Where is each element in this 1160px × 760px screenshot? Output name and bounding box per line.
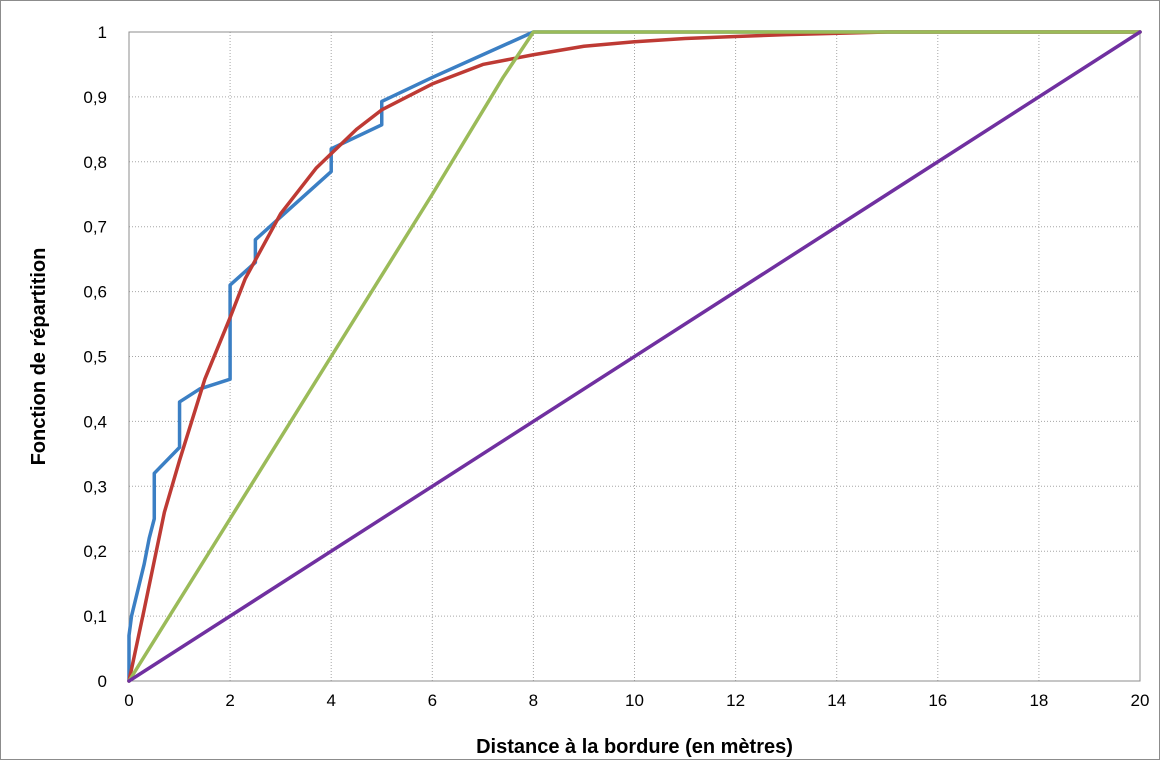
y-tick-label: 0,8 <box>83 153 107 172</box>
y-tick-label: 0,5 <box>83 348 107 367</box>
series-line-2 <box>127 30 1142 683</box>
y-axis-title: Fonction de répartition <box>28 248 50 466</box>
x-tick-label: 10 <box>625 691 644 710</box>
x-tick-label: 0 <box>124 691 133 710</box>
y-tick-label: 0,6 <box>83 283 107 302</box>
y-tick-label: 0,4 <box>83 412 107 431</box>
x-tick-label: 2 <box>225 691 234 710</box>
y-tick-label: 0,7 <box>83 218 107 237</box>
y-axis-ticks: 0 0,1 0,2 0,3 0,4 0,5 0,6 0,7 0,8 0,9 1 <box>83 23 107 691</box>
x-tick-label: 14 <box>827 691 846 710</box>
x-tick-label: 18 <box>1029 691 1048 710</box>
x-tick-label: 20 <box>1131 691 1150 710</box>
series-layer <box>127 30 1142 683</box>
series-line-4 <box>127 30 1142 683</box>
y-tick-label: 0,2 <box>83 542 107 561</box>
y-tick-label: 0,3 <box>83 477 107 496</box>
y-tick-label: 0 <box>98 672 107 691</box>
x-tick-label: 6 <box>428 691 437 710</box>
series-line-1 <box>127 30 1142 683</box>
series-line-3 <box>127 30 1142 683</box>
y-tick-label: 1 <box>98 23 107 42</box>
x-axis-title: Distance à la bordure (en mètres) <box>476 736 793 758</box>
x-tick-label: 12 <box>726 691 745 710</box>
x-tick-label: 8 <box>529 691 538 710</box>
y-tick-label: 0,1 <box>83 607 107 626</box>
y-tick-label: 0,9 <box>83 88 107 107</box>
x-axis-ticks: 0 2 4 6 8 10 12 14 16 18 20 <box>124 691 1149 710</box>
x-tick-label: 16 <box>928 691 947 710</box>
x-tick-label: 4 <box>326 691 335 710</box>
